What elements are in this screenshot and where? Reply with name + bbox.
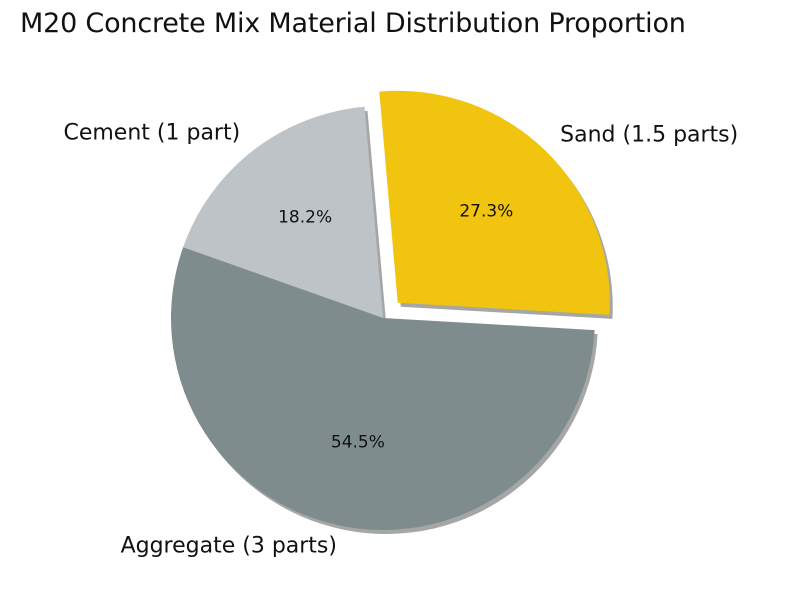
pct-label-aggregate: 54.5% [331,433,385,453]
slice-label-cement: Cement (1 part) [63,121,240,146]
slice-cement [183,106,383,318]
chart-title: M20 Concrete Mix Material Distribution P… [20,8,686,39]
pct-label-cement: 18.2% [278,207,332,227]
slice-aggregate [171,247,595,530]
pct-label-sand: 27.3% [459,202,513,222]
slice-sand [379,90,610,315]
slice-label-sand: Sand (1.5 parts) [560,122,738,147]
slice-label-aggregate: Aggregate (3 parts) [121,534,337,559]
